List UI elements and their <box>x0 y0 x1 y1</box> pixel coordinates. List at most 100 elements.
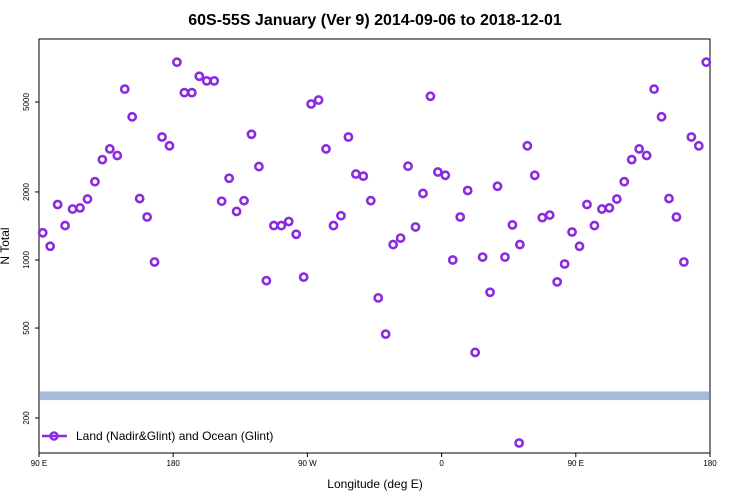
data-point <box>440 170 451 181</box>
x-tick-label: 0 <box>439 459 444 468</box>
data-point <box>313 95 324 105</box>
data-point <box>306 99 317 109</box>
data-point <box>179 87 190 98</box>
y-tick-label: 500 <box>22 321 31 335</box>
data-point <box>395 233 406 243</box>
y-axis: 200 500 1000 2000 5000 <box>22 93 39 425</box>
data-point <box>358 171 369 182</box>
points-layer <box>37 57 712 448</box>
data-point <box>619 176 630 187</box>
plot-frame <box>38 38 711 454</box>
data-point <box>634 144 645 154</box>
data-point <box>567 227 577 237</box>
data-point <box>172 57 182 68</box>
data-point <box>522 140 533 151</box>
data-point <box>388 239 399 250</box>
chart-title: 60S-55S January (Ver 9) 2014-09-06 to 20… <box>188 12 562 29</box>
data-point <box>90 176 100 187</box>
data-point <box>447 255 458 265</box>
data-point <box>224 173 235 184</box>
data-point <box>268 220 279 231</box>
data-point <box>75 203 85 213</box>
data-point <box>574 241 585 252</box>
data-point <box>671 212 682 222</box>
data-point <box>283 216 294 227</box>
data-point <box>582 199 592 210</box>
data-point <box>544 210 555 220</box>
data-point <box>261 275 272 286</box>
data-point <box>45 241 56 252</box>
data-point <box>142 212 153 222</box>
y-tick-label: 200 <box>22 411 31 425</box>
data-point <box>254 161 264 172</box>
data-point <box>60 220 70 231</box>
x-tick-label: 90 W <box>298 459 317 468</box>
band-layer <box>40 391 709 401</box>
data-point <box>679 257 689 267</box>
data-point <box>127 111 138 122</box>
x-axis: 90 E 180 90 W 0 90 E 180 <box>31 453 717 468</box>
data-point <box>373 292 384 303</box>
data-point <box>201 75 212 86</box>
data-point <box>291 229 302 240</box>
data-point <box>209 75 220 86</box>
data-point <box>298 272 309 283</box>
data-point <box>626 154 637 165</box>
data-point <box>239 195 249 206</box>
data-point <box>649 84 659 95</box>
data-point <box>336 210 346 221</box>
data-point <box>186 87 197 98</box>
data-point <box>507 219 518 230</box>
data-point <box>477 252 488 262</box>
data-point <box>403 161 413 172</box>
data-point <box>380 329 391 340</box>
data-point <box>365 195 376 206</box>
data-point <box>246 129 257 140</box>
data-point <box>194 71 205 82</box>
data-point <box>149 257 160 267</box>
data-point <box>432 167 443 177</box>
reference-band <box>40 391 709 401</box>
data-point <box>485 287 495 298</box>
x-tick-label: 180 <box>167 459 181 468</box>
data-point <box>97 154 108 165</box>
data-point <box>589 220 600 231</box>
data-point <box>462 185 473 196</box>
data-point <box>559 259 570 269</box>
data-point <box>350 169 361 179</box>
data-point <box>52 199 63 210</box>
x-axis-label: Longitude (deg E) <box>327 477 422 491</box>
data-point <box>112 150 123 161</box>
legend-label: Land (Nadir&Glint) and Ocean (Glint) <box>76 429 273 443</box>
data-point <box>343 132 354 142</box>
data-point <box>216 196 227 207</box>
y-tick-label: 1000 <box>22 251 31 269</box>
data-point <box>492 181 503 192</box>
data-point <box>552 277 563 287</box>
data-point <box>164 140 175 151</box>
y-tick-label: 2000 <box>22 183 31 201</box>
data-point <box>500 252 510 262</box>
data-point <box>425 91 436 102</box>
data-point <box>514 239 525 250</box>
legend-marker <box>49 431 59 441</box>
data-point <box>67 204 78 214</box>
y-tick-label: 5000 <box>22 93 31 111</box>
data-point <box>641 150 652 161</box>
data-point <box>686 132 697 142</box>
x-tick-label: 90 E <box>568 459 584 468</box>
data-point <box>529 170 540 181</box>
data-point <box>82 194 93 204</box>
data-point <box>701 57 712 68</box>
data-point <box>656 111 667 122</box>
data-point <box>455 212 466 222</box>
data-point <box>134 193 145 204</box>
data-point <box>470 347 481 358</box>
data-point <box>276 220 287 231</box>
legend: Land (Nadir&Glint) and Ocean (Glint) <box>42 429 273 443</box>
x-tick-label: 90 E <box>31 459 47 468</box>
data-point <box>611 194 622 204</box>
data-point <box>537 212 548 223</box>
data-point <box>664 193 674 204</box>
